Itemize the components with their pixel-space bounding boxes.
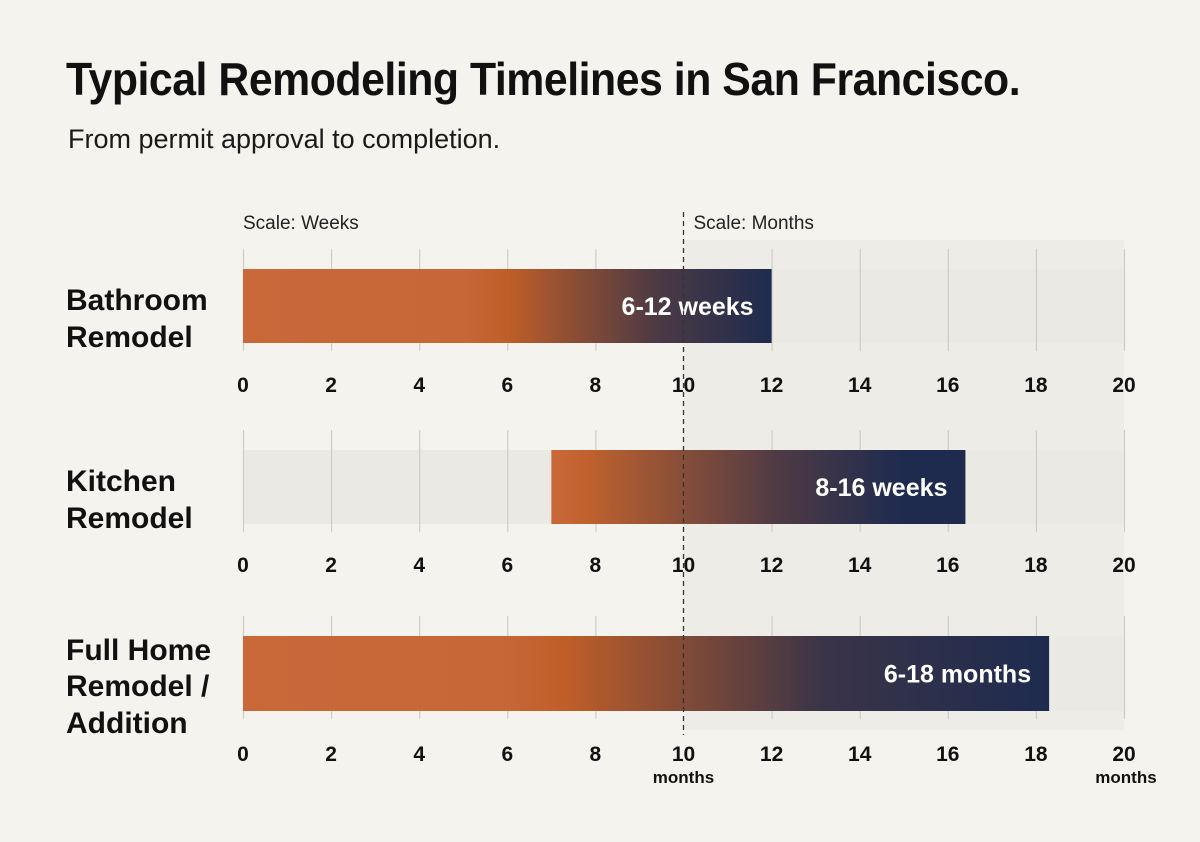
bar-value-label: 6-12 weeks [622,293,754,321]
category-label: Full Home [66,634,211,667]
tick-label: 8 [590,743,602,766]
tick-label: 16 [936,743,959,766]
timeline-bar [551,450,966,524]
bar-value-label: 6-18 months [884,661,1031,689]
tick-label: 16 [936,374,959,397]
category-label: Bathroom [66,284,208,317]
tick-label: 20 [1112,554,1135,577]
scale-label-months: Scale: Months [694,213,814,234]
tick-label: 4 [413,374,425,397]
category-label: Addition [66,707,188,740]
tick-label: 8 [590,554,602,577]
tick-label: 2 [325,554,337,577]
chart-subtitle: From permit approval to completion. [68,124,501,154]
tick-label: 12 [760,374,783,397]
tick-label: 2 [325,743,337,766]
tick-label: 14 [848,554,872,577]
category-label: Kitchen [66,465,176,498]
tick-label: 20 [1112,743,1135,766]
tick-label: 14 [848,374,872,397]
tick-label: 16 [936,554,959,577]
tick-label: 0 [237,743,249,766]
tick-label: 4 [413,743,425,766]
timeline-bar [243,636,1050,711]
tick-unit-label: months [653,768,714,787]
tick-label: 6 [501,743,513,766]
tick-label: 10 [672,743,695,766]
bar-value-label: 8-16 weeks [815,474,947,502]
category-label: Remodel / [66,670,210,703]
tick-label: 6 [501,374,513,397]
tick-label: 18 [1024,374,1048,397]
tick-label: 4 [413,554,425,577]
tick-label: 6 [501,554,513,577]
category-label: Remodel [66,321,193,354]
tick-label: 2 [325,374,337,397]
tick-label: 18 [1024,743,1048,766]
tick-label: 8 [590,374,602,397]
tick-label: 12 [760,554,783,577]
tick-label: 20 [1112,374,1135,397]
scale-label-weeks: Scale: Weeks [243,213,359,234]
chart-title: Typical Remodeling Timelines in San Fran… [66,53,1021,105]
tick-label: 0 [237,554,249,577]
category-label: Remodel [66,502,193,535]
tick-label: 12 [760,743,783,766]
tick-label: 14 [848,743,872,766]
tick-label: 0 [237,374,249,397]
tick-label: 18 [1024,554,1048,577]
tick-unit-label: months [1095,768,1156,787]
